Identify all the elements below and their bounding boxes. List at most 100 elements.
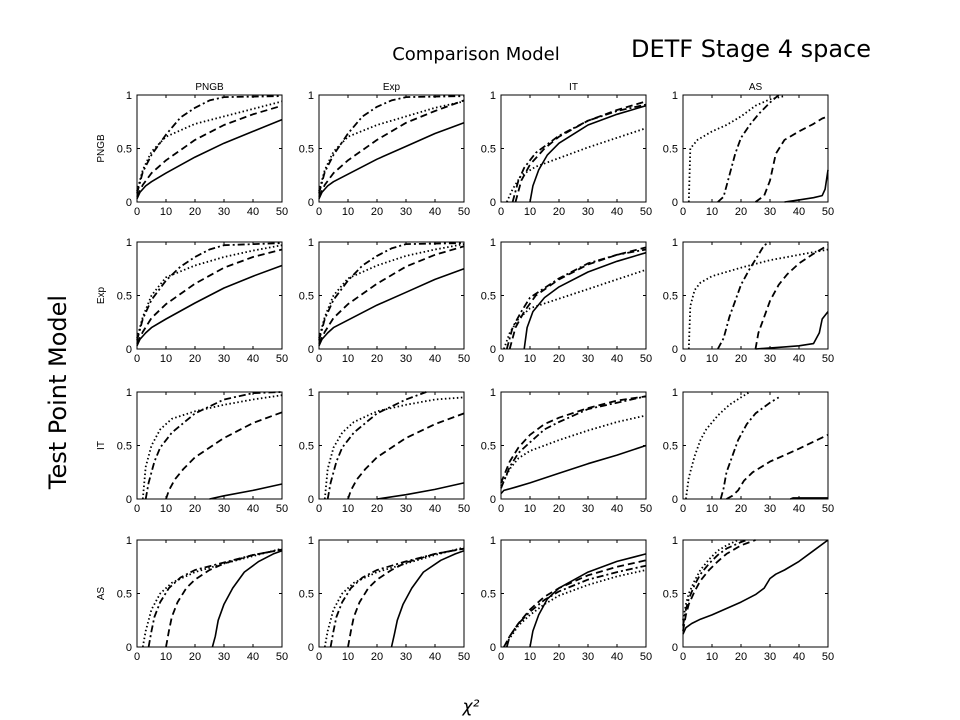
x-tick-label: 50 bbox=[640, 503, 652, 515]
x-tick-label: 40 bbox=[793, 353, 805, 365]
x-tick-label: 50 bbox=[822, 651, 834, 663]
x-tick-label: 10 bbox=[160, 651, 172, 663]
series-line-dashdot bbox=[144, 391, 283, 500]
series-line-solid bbox=[529, 104, 647, 203]
panel-frame bbox=[318, 391, 465, 500]
x-tick-label: 10 bbox=[342, 206, 354, 218]
panel-it-as: 0 10 20 30 40 50 0 0.5 1 bbox=[663, 387, 834, 515]
y-tick-label: 0 bbox=[490, 344, 496, 356]
series-line-dashdot bbox=[318, 242, 465, 341]
x-tick-label: 50 bbox=[822, 206, 834, 218]
series-line-dashed bbox=[508, 246, 647, 350]
y-tick-label: 0.5 bbox=[663, 144, 678, 156]
y-tick-label: 0 bbox=[672, 197, 678, 209]
x-tick-label: 10 bbox=[160, 503, 172, 515]
panel-it-pngb: 0 10 20 30 40 50 0 0.5 1 IT bbox=[96, 387, 288, 515]
y-tick-label: 0 bbox=[490, 642, 496, 654]
x-tick-label: 40 bbox=[429, 206, 441, 218]
x-tick-label: 0 bbox=[134, 503, 140, 515]
column-label: IT bbox=[569, 82, 578, 93]
x-tick-label: 50 bbox=[822, 353, 834, 365]
x-tick-label: 30 bbox=[764, 206, 776, 218]
x-tick-label: 20 bbox=[553, 206, 565, 218]
x-tick-label: 20 bbox=[735, 353, 747, 365]
y-tick-label: 1 bbox=[308, 535, 314, 547]
row-label: IT bbox=[96, 441, 107, 450]
x-tick-label: 40 bbox=[611, 651, 623, 663]
column-label: Exp bbox=[383, 82, 401, 93]
y-tick-label: 0.5 bbox=[663, 589, 678, 601]
y-tick-label: 1 bbox=[672, 387, 678, 399]
x-tick-label: 40 bbox=[247, 353, 259, 365]
series-line-solid bbox=[500, 444, 647, 495]
x-tick-label: 10 bbox=[342, 503, 354, 515]
series-line-dashdot bbox=[719, 396, 780, 500]
x-tick-label: 0 bbox=[316, 206, 322, 218]
y-tick-label: 0.5 bbox=[117, 291, 132, 303]
y-tick-label: 1 bbox=[126, 387, 132, 399]
x-tick-label: 20 bbox=[553, 353, 565, 365]
series-line-dashdot bbox=[329, 547, 465, 648]
x-tick-label: 10 bbox=[524, 503, 536, 515]
x-tick-label: 0 bbox=[316, 353, 322, 365]
y-tick-label: 0 bbox=[308, 642, 314, 654]
x-tick-label: 10 bbox=[706, 651, 718, 663]
y-tick-label: 1 bbox=[672, 535, 678, 547]
panel-pngb-it: 0 10 20 30 40 50 0 0.5 1 IT bbox=[481, 82, 652, 218]
y-tick-label: 0.5 bbox=[299, 441, 314, 453]
series-line-dashdot bbox=[503, 564, 647, 648]
panel-frame bbox=[682, 241, 829, 350]
x-tick-label: 40 bbox=[611, 503, 623, 515]
y-tick-label: 1 bbox=[126, 237, 132, 249]
x-tick-label: 40 bbox=[247, 651, 259, 663]
series-line-dotted bbox=[141, 547, 283, 648]
x-tick-label: 50 bbox=[822, 503, 834, 515]
x-tick-label: 50 bbox=[276, 651, 288, 663]
x-tick-label: 40 bbox=[611, 353, 623, 365]
x-tick-label: 20 bbox=[735, 503, 747, 515]
y-tick-label: 1 bbox=[490, 237, 496, 249]
series-line-solid bbox=[209, 483, 283, 500]
x-tick-label: 30 bbox=[400, 503, 412, 515]
series-line-dotted bbox=[500, 414, 647, 487]
x-tick-label: 40 bbox=[793, 503, 805, 515]
y-tick-label: 0.5 bbox=[299, 144, 314, 156]
column-label: PNGB bbox=[195, 82, 224, 93]
y-tick-label: 0.5 bbox=[117, 441, 132, 453]
y-tick-label: 1 bbox=[672, 237, 678, 249]
series-line-dotted bbox=[503, 268, 647, 350]
series-line-dotted bbox=[687, 95, 785, 203]
x-tick-label: 20 bbox=[189, 206, 201, 218]
x-tick-label: 10 bbox=[524, 206, 536, 218]
series-line-solid bbox=[755, 311, 829, 350]
x-tick-label: 40 bbox=[429, 353, 441, 365]
x-tick-label: 10 bbox=[706, 206, 718, 218]
x-tick-label: 50 bbox=[276, 503, 288, 515]
y-tick-label: 0 bbox=[308, 197, 314, 209]
x-tick-label: 20 bbox=[189, 503, 201, 515]
y-tick-label: 0.5 bbox=[117, 144, 132, 156]
series-line-dashed bbox=[165, 411, 283, 500]
x-tick-label: 10 bbox=[706, 353, 718, 365]
panel-as-as: 0 10 20 30 40 50 0 0.5 1 bbox=[663, 535, 834, 663]
x-tick-label: 10 bbox=[160, 353, 172, 365]
x-tick-label: 40 bbox=[429, 503, 441, 515]
x-tick-label: 30 bbox=[764, 503, 776, 515]
series-line-dotted bbox=[503, 569, 647, 648]
panel-as-it: 0 10 20 30 40 50 0 0.5 1 bbox=[481, 535, 652, 663]
series-line-solid bbox=[211, 549, 283, 648]
panel-it-it: 0 10 20 30 40 50 0 0.5 1 bbox=[481, 387, 652, 515]
x-tick-label: 0 bbox=[498, 651, 504, 663]
y-tick-label: 0 bbox=[308, 494, 314, 506]
y-tick-label: 0 bbox=[308, 344, 314, 356]
x-tick-label: 40 bbox=[611, 206, 623, 218]
panel-pngb-exp: 0 10 20 30 40 50 0 0.5 1 Exp bbox=[299, 82, 470, 218]
series-line-dashed bbox=[347, 412, 465, 500]
x-tick-label: 0 bbox=[680, 503, 686, 515]
panel-it-exp: 0 10 20 30 40 50 0 0.5 1 bbox=[299, 387, 470, 515]
row-axis-title: Test Point Model bbox=[44, 295, 72, 490]
panel-exp-pngb: 0 10 20 30 40 50 0 0.5 1 Exp bbox=[96, 237, 288, 365]
series-line-dashdot bbox=[682, 539, 748, 626]
series-line-dotted bbox=[685, 391, 751, 500]
series-line-dashed bbox=[514, 100, 647, 203]
